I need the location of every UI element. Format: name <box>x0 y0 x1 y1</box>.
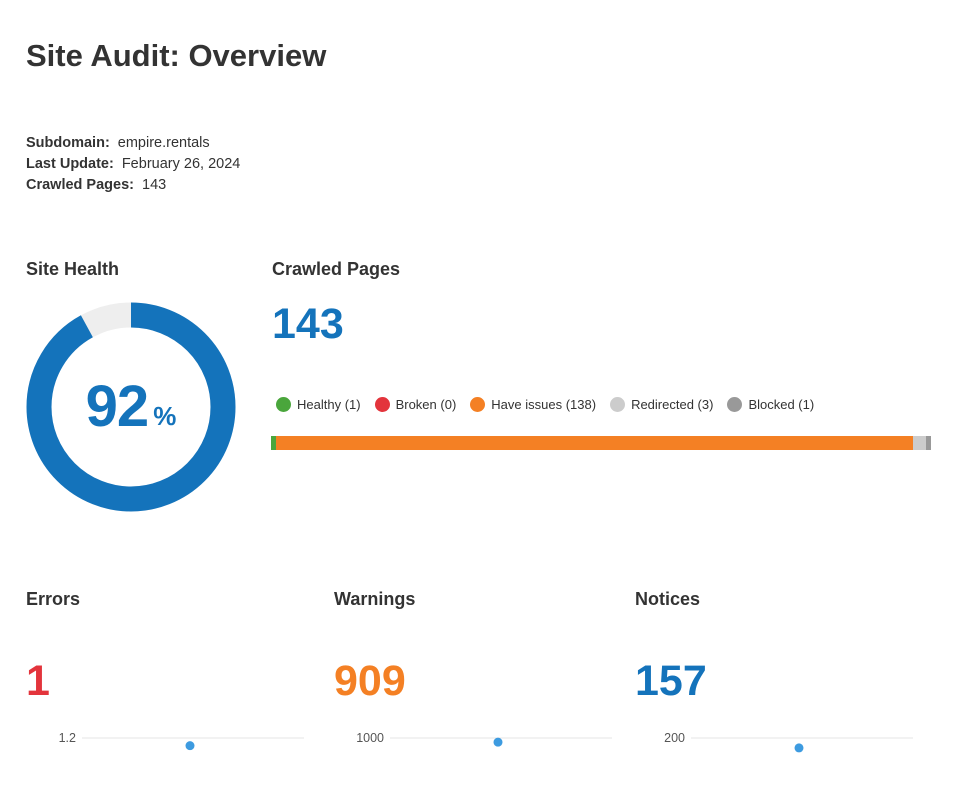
site-health-value: 92 <box>85 374 150 439</box>
crawled-pages-total: 143 <box>272 300 344 348</box>
y-tick-label: 1000 <box>356 731 384 745</box>
legend-item-broken[interactable]: Broken (0) <box>374 397 457 412</box>
crawled-pages-row: Crawled Pages: 143 <box>26 175 240 196</box>
legend-label: Redirected (3) <box>631 397 714 412</box>
legend-dot-icon <box>727 397 743 412</box>
site-health-arc <box>26 302 236 512</box>
legend-dot-icon <box>276 397 291 412</box>
audit-meta: Subdomain: empire.rentals Last Update: Feb… <box>26 133 240 196</box>
legend-dot-icon <box>610 397 626 412</box>
crawled-pages-bar <box>271 436 931 450</box>
crawled-pages-legend: Healthy (1) Broken (0) Have issues (138) Re… <box>276 397 828 412</box>
trend-chart-svg: 1000 <box>356 731 612 747</box>
data-point[interactable] <box>794 743 804 753</box>
notices-title: Notices <box>635 589 701 609</box>
warnings-title: Warnings <box>334 589 416 609</box>
legend-item-blocked[interactable]: Blocked (1) <box>727 397 814 412</box>
bar-segment-have-issues[interactable] <box>275 436 913 450</box>
legend-label: Have issues (138) <box>491 397 597 412</box>
notices-trend-chart: 200 <box>635 724 913 784</box>
warnings-trend-chart: 1000 <box>334 724 612 784</box>
legend-dot-icon <box>374 397 390 412</box>
site-health-unit: % <box>153 400 177 431</box>
page-title: Site Audit: Overview <box>26 38 327 73</box>
site-health-donut: 92 % <box>26 302 236 512</box>
legend-label: Broken (0) <box>395 397 457 412</box>
errors-trend-chart: 1.2 <box>26 724 304 784</box>
bar-segment-healthy[interactable] <box>271 436 276 450</box>
last-update-value: February 26, 2024 <box>121 156 241 172</box>
crawled-pages-label: Crawled Pages: <box>26 177 134 193</box>
legend-label: Healthy (1) <box>297 397 361 412</box>
legend-label: Blocked (1) <box>748 397 815 412</box>
errors-count: 1 <box>26 657 50 705</box>
crawled-pages-value: 143 <box>142 177 167 193</box>
y-tick-label: 1.2 <box>59 731 76 745</box>
last-update-label: Last Update: <box>26 156 114 172</box>
data-point[interactable] <box>493 737 503 747</box>
trend-chart-svg: 200 <box>664 731 913 753</box>
notices-count: 157 <box>635 657 707 705</box>
legend-item-redirected[interactable]: Redirected (3) <box>610 397 713 412</box>
legend-item-healthy[interactable]: Healthy (1) <box>276 397 361 412</box>
data-point[interactable] <box>185 741 195 751</box>
bar-segment-blocked[interactable] <box>926 436 931 450</box>
site-health-title: Site Health <box>26 259 120 279</box>
last-update-row: Last Update: February 26, 2024 <box>26 154 240 175</box>
warnings-count: 909 <box>334 657 406 705</box>
site-health-value-wrap: 92 % <box>26 302 236 512</box>
errors-title: Errors <box>26 589 81 609</box>
crawled-pages-title: Crawled Pages <box>272 259 401 279</box>
subdomain-row: Subdomain: empire.rentals <box>26 133 240 154</box>
trend-chart-svg: 1.2 <box>59 731 304 751</box>
legend-item-have-issues[interactable]: Have issues (138) <box>470 397 596 412</box>
legend-dot-icon <box>470 397 486 412</box>
site-health-chart <box>26 302 236 512</box>
bar-segment-redirected[interactable] <box>912 436 927 450</box>
subdomain-label: Subdomain: <box>26 135 110 151</box>
subdomain-value: empire.rentals <box>117 135 210 151</box>
y-tick-label: 200 <box>664 731 685 745</box>
